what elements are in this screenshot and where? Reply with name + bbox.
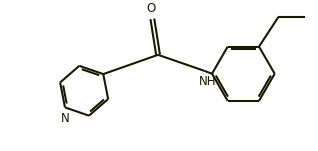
Text: NH: NH — [199, 75, 216, 88]
Text: N: N — [61, 112, 69, 125]
Text: O: O — [146, 2, 156, 15]
